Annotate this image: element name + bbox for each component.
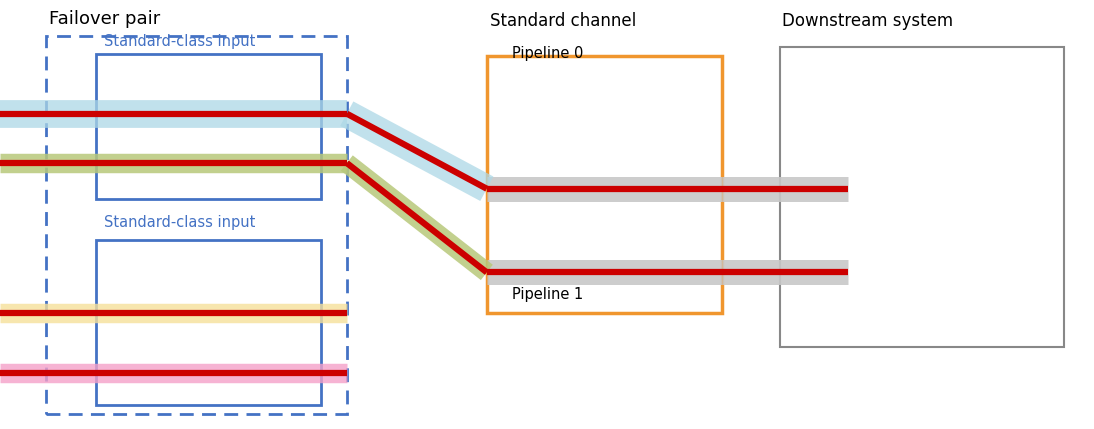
Text: Standard channel: Standard channel — [490, 12, 637, 30]
Text: Standard-class input: Standard-class input — [104, 34, 255, 49]
Text: Pipeline 0: Pipeline 0 — [512, 46, 583, 61]
Text: Downstream system: Downstream system — [782, 12, 953, 30]
Text: Standard-class input: Standard-class input — [104, 214, 255, 230]
Text: Pipeline 1: Pipeline 1 — [512, 287, 583, 302]
Text: Failover pair: Failover pair — [49, 10, 161, 28]
